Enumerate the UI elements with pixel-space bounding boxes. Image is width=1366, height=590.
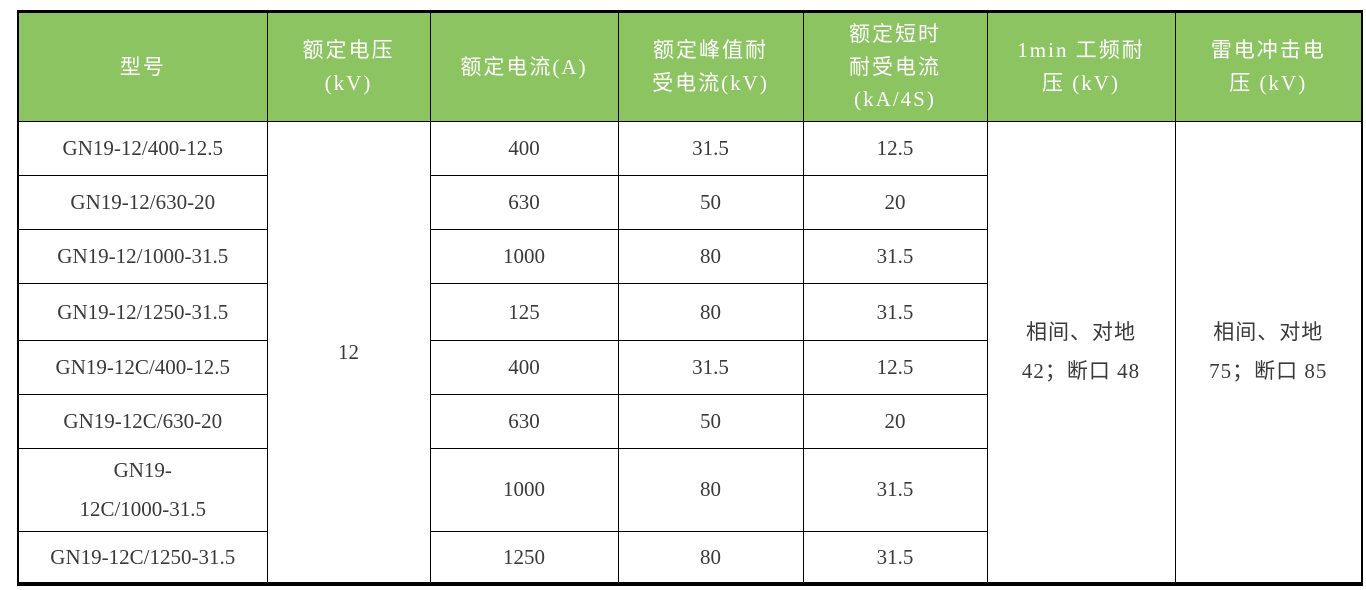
cell-model: GN19-12/1000-31.5 <box>17 229 268 284</box>
cell-model: GN19-12C/630-20 <box>17 394 268 449</box>
cell-peak-current: 80 <box>617 283 804 341</box>
header-model: 型号 <box>17 11 268 122</box>
cell-model: GN19-12/1250-31.5 <box>17 283 268 341</box>
cell-peak-current: 50 <box>617 175 804 230</box>
cell-rated-current: 1000 <box>429 448 619 532</box>
cell-peak-current: 80 <box>617 530 804 585</box>
cell-model: GN19-12/400-12.5 <box>17 121 268 176</box>
header-lightning-impulse-voltage: 雷电冲击电 压 (kV) <box>1174 11 1363 122</box>
cell-short-time-current: 31.5 <box>802 229 988 284</box>
header-rated-current: 额定电流(A) <box>429 11 619 122</box>
cell-short-time-current: 31.5 <box>802 448 988 532</box>
cell-short-time-current: 12.5 <box>802 340 988 395</box>
header-power-frequency-withstand-voltage: 1min 工频耐 压 (kV) <box>986 11 1176 122</box>
cell-rated-current: 400 <box>429 340 619 395</box>
cell-short-time-current: 12.5 <box>802 121 988 176</box>
table-row: GN19-12C/1250-31.5 1250 80 31.5 <box>17 530 1362 585</box>
table-row: GN19- 12C/1000-31.5 1000 80 31.5 <box>17 448 1362 532</box>
cell-rated-current: 630 <box>429 394 619 449</box>
cell-short-time-current: 31.5 <box>802 530 988 585</box>
cell-short-time-current: 20 <box>802 175 988 230</box>
cell-model: GN19-12/630-20 <box>17 175 268 230</box>
cell-peak-current: 80 <box>617 448 804 532</box>
cell-short-time-current: 31.5 <box>802 283 988 341</box>
cell-peak-current: 80 <box>617 229 804 284</box>
cell-power-frequency-merged: 相间、对地 42；断口 48 <box>986 121 1176 585</box>
table-row: GN19-12/1250-31.5 125 80 31.5 <box>17 283 1362 341</box>
header-short-time-withstand-current: 额定短时 耐受电流 (kA/4S) <box>802 11 988 122</box>
cell-peak-current: 50 <box>617 394 804 449</box>
cell-lightning-impulse-merged: 相间、对地 75；断口 85 <box>1174 121 1363 585</box>
cell-rated-current: 1000 <box>429 229 619 284</box>
header-rated-voltage: 额定电压 (kV) <box>266 11 431 122</box>
cell-rated-current: 630 <box>429 175 619 230</box>
cell-model: GN19- 12C/1000-31.5 <box>17 448 268 532</box>
spec-table: 型号 额定电压 (kV) 额定电流(A) 额定峰值耐 受电流(kV) 额定短时 … <box>17 10 1363 587</box>
cell-peak-current: 31.5 <box>617 340 804 395</box>
cell-rated-voltage-merged: 12 <box>266 121 431 585</box>
table-row: GN19-12/400-12.5 12 400 31.5 12.5 相间、对地 … <box>17 121 1363 585</box>
cell-rated-current: 125 <box>429 283 619 341</box>
cell-model: GN19-12C/400-12.5 <box>17 340 268 395</box>
table-row: GN19-12/630-20 630 50 20 <box>17 175 1362 230</box>
table-row: GN19-12/1000-31.5 1000 80 31.5 <box>17 229 1362 284</box>
cell-rated-current: 400 <box>429 121 619 176</box>
cell-peak-current: 31.5 <box>617 121 804 176</box>
cell-model: GN19-12C/1250-31.5 <box>17 530 268 585</box>
cell-short-time-current: 20 <box>802 394 988 449</box>
header-peak-withstand-current: 额定峰值耐 受电流(kV) <box>617 11 804 122</box>
cell-rated-current: 1250 <box>429 530 619 585</box>
table-header-row: 型号 额定电压 (kV) 额定电流(A) 额定峰值耐 受电流(kV) 额定短时 … <box>17 11 1363 122</box>
table-row: GN19-12C/630-20 630 50 20 <box>17 394 1362 449</box>
